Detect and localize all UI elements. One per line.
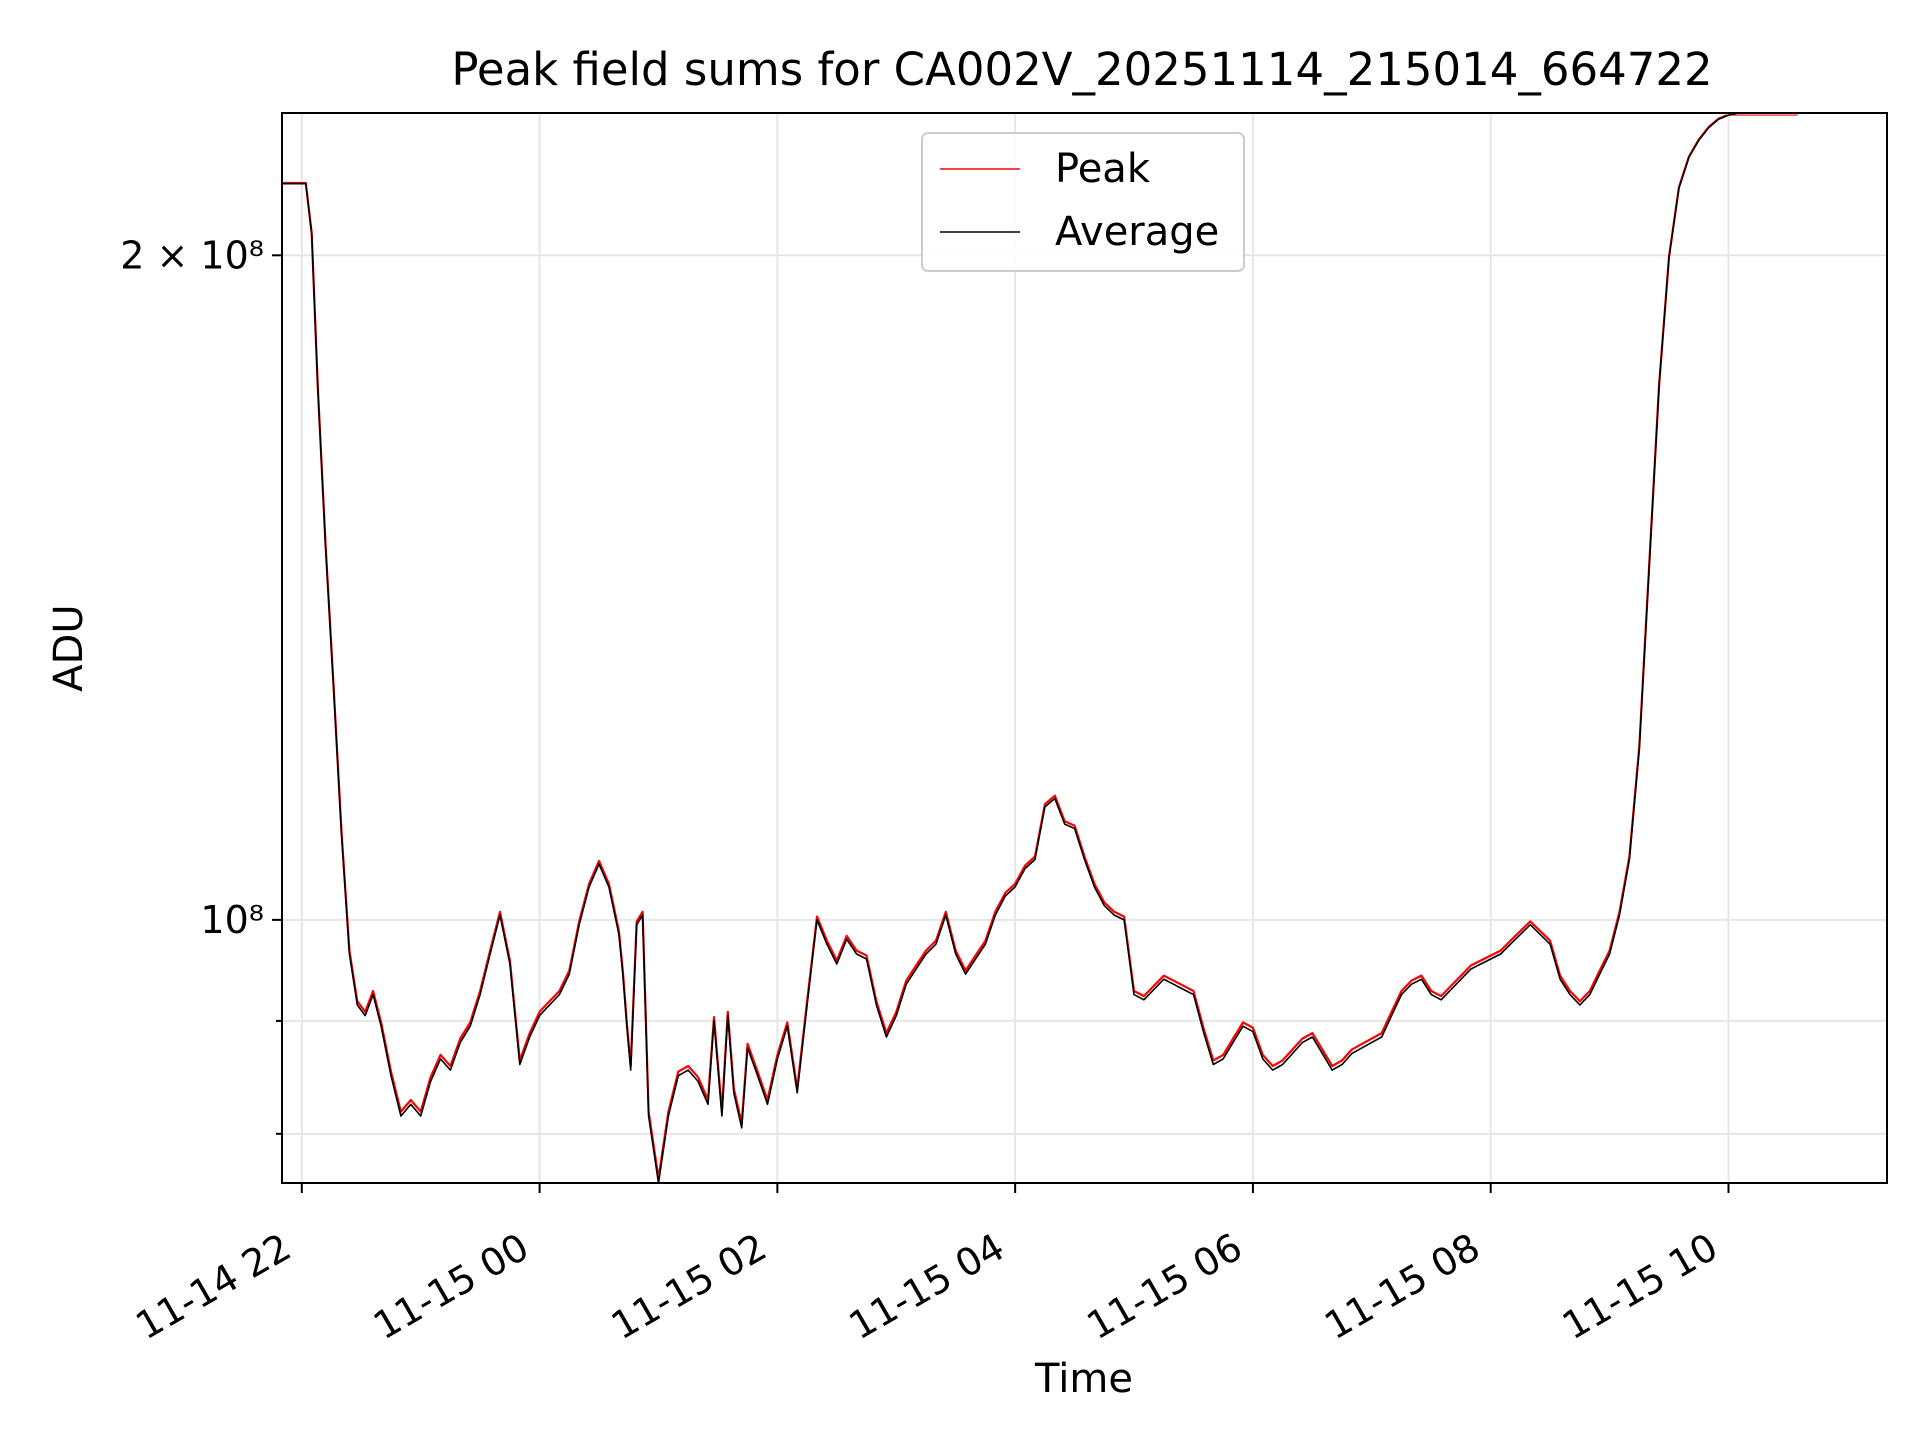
legend-label-average: Average xyxy=(1055,209,1219,255)
series-line-peak xyxy=(282,114,1798,1180)
y-axis-label: ADU xyxy=(46,604,92,691)
legend-box xyxy=(921,132,1245,272)
y-tick-label: 2 × 10⁸ xyxy=(120,233,264,277)
series-lines xyxy=(282,113,1798,1183)
legend-label-peak: Peak xyxy=(1055,146,1151,192)
gridlines xyxy=(282,113,1887,1183)
series-line-average xyxy=(282,113,1798,1183)
y-tick-label: 10⁸ xyxy=(200,898,264,942)
plot-frame xyxy=(281,112,1888,1184)
x-axis-label: Time xyxy=(1034,1356,1133,1402)
legend: Peak Average xyxy=(921,132,1245,272)
chart-title: Peak field sums for CA002V_20251114_2150… xyxy=(451,43,1712,96)
